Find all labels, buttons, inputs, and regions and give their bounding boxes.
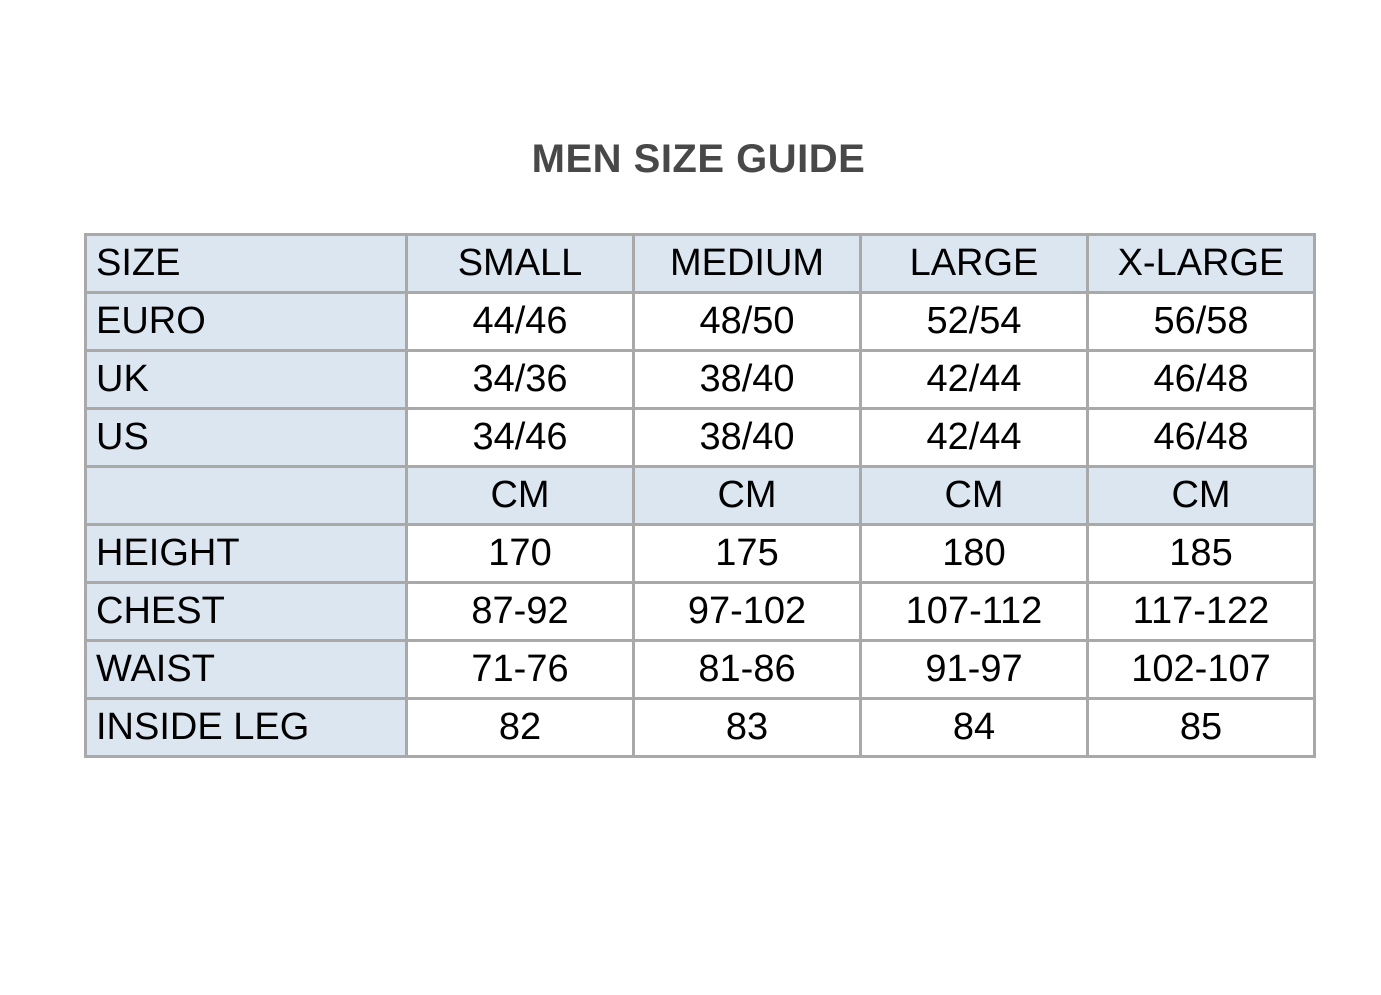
size-value-cell: 44/46 (405, 291, 635, 352)
size-value-cell: 52/54 (859, 291, 1089, 352)
size-value-cell: 87-92 (405, 581, 635, 642)
size-value-cell: 91-97 (859, 639, 1089, 700)
table-row: WAIST 71-76 81-86 91-97 102-107 (84, 639, 1316, 700)
row-label-cell: HEIGHT (84, 523, 408, 584)
table-row: CM CM CM CM (84, 465, 1316, 526)
table-header-row: SIZE SMALL MEDIUM LARGE X-LARGE (84, 233, 1316, 294)
row-label-cell: US (84, 407, 408, 468)
size-value-cell: 83 (632, 697, 862, 758)
size-value-cell: 85 (1086, 697, 1316, 758)
size-value-cell: CM (632, 465, 862, 526)
size-value-cell: 107-112 (859, 581, 1089, 642)
size-value-cell: 34/46 (405, 407, 635, 468)
size-value-cell: CM (405, 465, 635, 526)
table-row: HEIGHT 170 175 180 185 (84, 523, 1316, 584)
size-value-cell: 56/58 (1086, 291, 1316, 352)
table-row: EURO 44/46 48/50 52/54 56/58 (84, 291, 1316, 352)
table-row: UK 34/36 38/40 42/44 46/48 (84, 349, 1316, 410)
header-cell: LARGE (859, 233, 1089, 294)
size-value-cell: 38/40 (632, 407, 862, 468)
table-row: CHEST 87-92 97-102 107-112 117-122 (84, 581, 1316, 642)
size-value-cell: 38/40 (632, 349, 862, 410)
size-value-cell: 102-107 (1086, 639, 1316, 700)
size-value-cell: 97-102 (632, 581, 862, 642)
header-cell-size: SIZE (84, 233, 408, 294)
table-row: INSIDE LEG 82 83 84 85 (84, 697, 1316, 758)
size-value-cell: 34/36 (405, 349, 635, 410)
size-value-cell: 180 (859, 523, 1089, 584)
page-title: MEN SIZE GUIDE (531, 137, 866, 181)
row-label-cell: CHEST (84, 581, 408, 642)
size-value-cell: 170 (405, 523, 635, 584)
size-value-cell: 46/48 (1086, 349, 1316, 410)
header-cell: X-LARGE (1086, 233, 1316, 294)
header-cell: MEDIUM (632, 233, 862, 294)
size-value-cell: 81-86 (632, 639, 862, 700)
size-value-cell: 84 (859, 697, 1089, 758)
size-value-cell: CM (1086, 465, 1316, 526)
size-value-cell: 46/48 (1086, 407, 1316, 468)
row-label-cell: INSIDE LEG (84, 697, 408, 758)
row-label-cell: EURO (84, 291, 408, 352)
row-label-cell: UK (84, 349, 408, 410)
table-row: US 34/46 38/40 42/44 46/48 (84, 407, 1316, 468)
size-value-cell: 42/44 (859, 349, 1089, 410)
size-value-cell: 71-76 (405, 639, 635, 700)
size-value-cell: CM (859, 465, 1089, 526)
size-guide-table: SIZE SMALL MEDIUM LARGE X-LARGE EURO 44/46 48/… (84, 233, 1316, 758)
size-value-cell: 175 (632, 523, 862, 584)
row-label-cell: WAIST (84, 639, 408, 700)
size-value-cell: 48/50 (632, 291, 862, 352)
size-value-cell: 42/44 (859, 407, 1089, 468)
size-value-cell: 185 (1086, 523, 1316, 584)
size-value-cell: 117-122 (1086, 581, 1316, 642)
size-table-body: SIZE SMALL MEDIUM LARGE X-LARGE EURO 44/46 48/… (84, 233, 1316, 758)
row-label-cell (84, 465, 408, 526)
header-cell: SMALL (405, 233, 635, 294)
size-value-cell: 82 (405, 697, 635, 758)
